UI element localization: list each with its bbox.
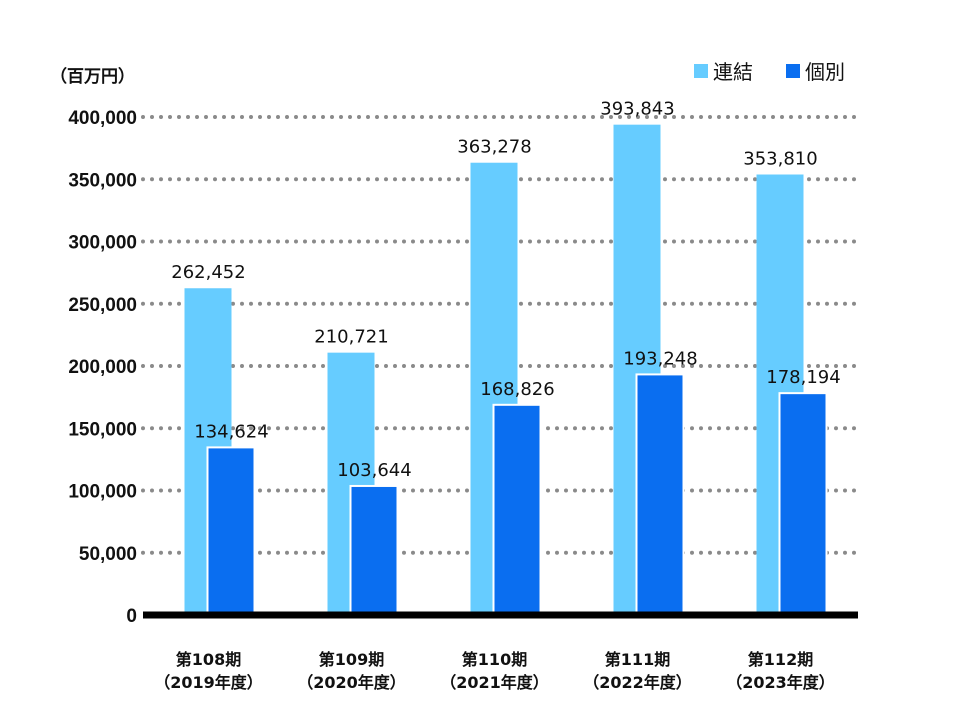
category-label-year: （2022年度）: [583, 673, 692, 692]
y-tick-label: 0: [126, 606, 137, 627]
data-labels: 262,452 134,624 210,721 103,644 363,278 168,8…: [171, 99, 840, 481]
data-label-individual: 178,194: [766, 367, 840, 388]
y-axis-unit-label: （百万円）: [50, 66, 135, 87]
data-label-consolidated: 393,843: [600, 99, 674, 120]
bar-individual: [349, 484, 399, 616]
category-label-period: 第109期: [319, 650, 384, 669]
category-labels: 第108期 （2019年度） 第109期 （2020年度） 第110期 （2021年度） 第…: [154, 650, 835, 692]
y-tick-label: 300,000: [68, 233, 137, 254]
legend-swatch: [694, 64, 708, 78]
bars: [184, 124, 828, 617]
y-tick-label: 400,000: [68, 108, 137, 129]
category-label-period: 第110期: [462, 650, 527, 669]
legend-label: 個別: [805, 60, 845, 84]
y-tick-label: 350,000: [68, 170, 137, 191]
data-label-consolidated: 353,810: [743, 149, 817, 170]
data-label-individual: 168,826: [480, 379, 554, 400]
bar-individual: [492, 403, 542, 616]
category-label-year: （2023年度）: [726, 673, 835, 692]
legend: 連結 個別: [694, 60, 845, 84]
category-label-year: （2020年度）: [297, 673, 406, 692]
data-label-consolidated: 210,721: [314, 327, 388, 348]
y-tick-label: 150,000: [68, 419, 137, 440]
bar-individual: [778, 392, 828, 616]
category-label-period: 第108期: [176, 650, 241, 669]
data-label-individual: 103,644: [337, 460, 411, 481]
data-label-individual: 134,624: [194, 421, 268, 442]
data-label-consolidated: 363,278: [457, 137, 531, 158]
legend-swatch: [786, 64, 800, 78]
y-tick-label: 100,000: [68, 482, 137, 503]
legend-label: 連結: [713, 60, 753, 84]
y-tick-label: 200,000: [68, 357, 137, 378]
bar-individual: [206, 446, 256, 616]
y-axis-tick-labels: 0 50,000 100,000 150,000 200,000 250,000 300,0…: [68, 108, 137, 627]
y-tick-label: 250,000: [68, 295, 137, 316]
y-tick-label: 50,000: [79, 544, 137, 565]
category-label-year: （2019年度）: [154, 673, 263, 692]
category-label-period: 第111期: [605, 650, 670, 669]
data-label-consolidated: 262,452: [171, 262, 245, 283]
data-label-individual: 193,248: [623, 348, 697, 369]
category-label-period: 第112期: [748, 650, 813, 669]
gridlines: [141, 115, 860, 555]
bar-individual: [635, 373, 685, 617]
category-label-year: （2021年度）: [440, 673, 549, 692]
